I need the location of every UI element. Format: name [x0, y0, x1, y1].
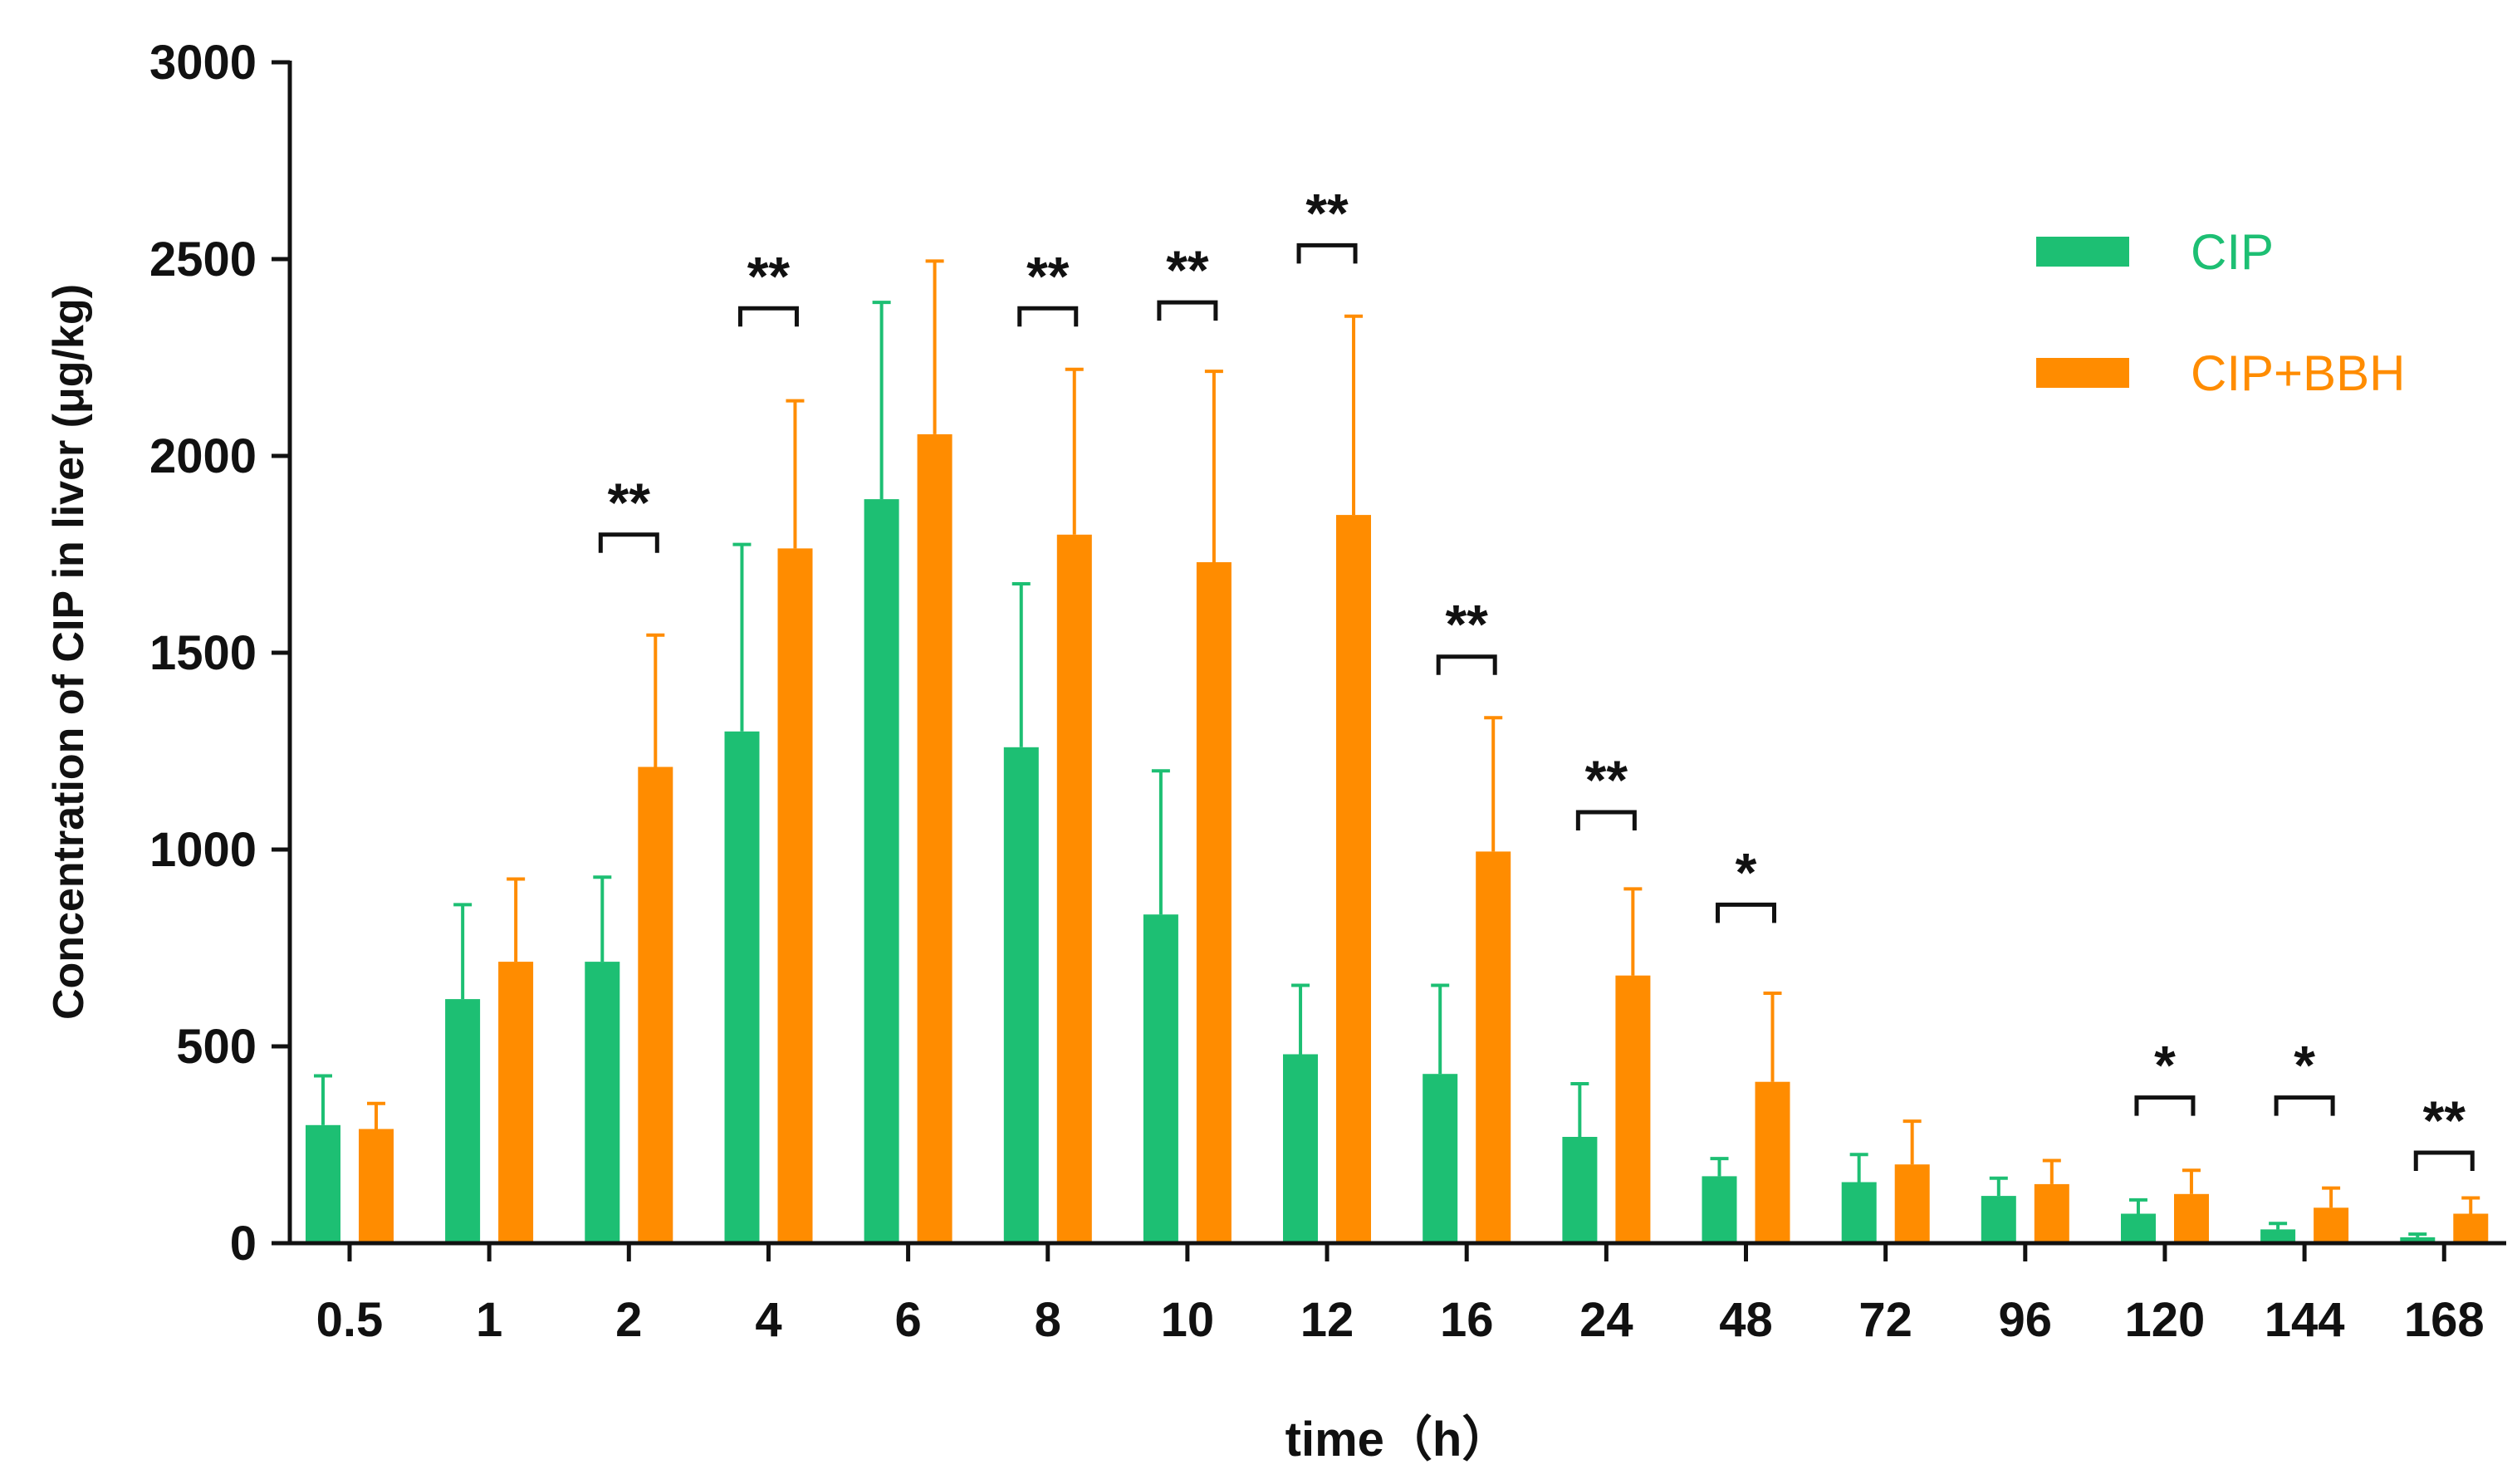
bar-cip-4: [724, 731, 760, 1243]
bar-cip-bbh-120: [2174, 1193, 2209, 1244]
bar-cip-144: [2260, 1229, 2296, 1243]
y-axis-label: Concentration of CIP in liver (μg/kg): [45, 284, 93, 1020]
x-tick-label-10: 10: [1161, 1293, 1215, 1347]
significance-label-120: *: [2154, 1035, 2176, 1096]
x-tick-label-1: 1: [476, 1293, 502, 1347]
significance-label-16: **: [1446, 594, 1489, 655]
significance-label-144: *: [2294, 1035, 2315, 1096]
x-tick-label-0.5: 0.5: [316, 1293, 384, 1347]
significance-bracket-12: [1296, 242, 1358, 264]
y-tick-label-2000: 2000: [149, 429, 257, 483]
bar-cip-bbh-24: [1615, 975, 1651, 1243]
bar-cip-10: [1143, 914, 1178, 1243]
significance-label-10: **: [1166, 239, 1209, 301]
significance-bracket-120: [2134, 1095, 2196, 1116]
legend-label-cip-bbh: CIP+BBH: [2191, 345, 2405, 401]
bar-cip-0.5: [306, 1124, 340, 1243]
y-tick-label-0: 0: [230, 1217, 257, 1271]
legend-label-cip: CIP: [2191, 224, 2274, 280]
y-tick-label-1000: 1000: [149, 823, 257, 877]
bar-cip-bbh-0.5: [359, 1129, 394, 1243]
y-tick-label-1500: 1500: [149, 626, 257, 680]
bar-cip-bbh-2: [638, 766, 673, 1243]
x-tick-label-12: 12: [1300, 1293, 1354, 1347]
significance-bracket-10: [1157, 300, 1218, 321]
bar-cip-24: [1562, 1137, 1598, 1243]
x-tick-label-144: 144: [2265, 1293, 2345, 1347]
legend-swatch-cip: [2036, 237, 2129, 267]
bar-cip-bbh-4: [777, 548, 813, 1243]
x-tick-label-120: 120: [2125, 1293, 2206, 1347]
bar-cip-bbh-16: [1476, 851, 1511, 1243]
bar-cip-bbh-144: [2314, 1207, 2349, 1243]
bar-cip-bbh-6: [917, 433, 952, 1243]
bar-cip-168: [2400, 1237, 2436, 1243]
significance-label-4: **: [747, 245, 791, 306]
bar-cip-6: [864, 499, 899, 1243]
bar-cip-16: [1423, 1074, 1458, 1243]
significance-label-24: **: [1585, 749, 1628, 811]
significance-bracket-16: [1436, 654, 1497, 675]
bar-cip-bbh-96: [2034, 1183, 2069, 1243]
x-tick-label-168: 168: [2404, 1293, 2485, 1347]
bar-cip-72: [1841, 1182, 1877, 1243]
x-tick-label-72: 72: [1858, 1293, 1912, 1347]
x-tick-label-2: 2: [615, 1293, 642, 1347]
bar-cip-bbh-8: [1056, 534, 1092, 1243]
bar-cip-bbh-168: [2453, 1213, 2489, 1243]
significance-bracket-168: [2413, 1150, 2475, 1171]
legend-swatch-cip-bbh: [2036, 358, 2129, 388]
bar-cip-bbh-72: [1894, 1164, 1930, 1243]
y-tick-label-500: 500: [176, 1020, 257, 1074]
significance-label-8: **: [1026, 245, 1070, 306]
bar-cip-bbh-1: [498, 962, 534, 1243]
bar-cip-bbh-48: [1755, 1081, 1790, 1243]
significance-label-12: **: [1305, 182, 1349, 243]
bar-cip-120: [2121, 1213, 2156, 1243]
x-tick-label-96: 96: [1999, 1293, 2053, 1347]
bar-cip-12: [1283, 1054, 1318, 1243]
significance-label-168: **: [2423, 1090, 2466, 1151]
significance-bracket-144: [2274, 1095, 2335, 1116]
bar-cip-8: [1003, 747, 1039, 1243]
bar-cip-2: [585, 962, 620, 1243]
significance-bracket-4: [737, 306, 799, 327]
significance-bracket-2: [598, 532, 659, 553]
x-tick-label-6: 6: [894, 1293, 921, 1347]
significance-bracket-8: [1017, 306, 1079, 327]
significance-bracket-24: [1575, 810, 1637, 830]
x-tick-label-8: 8: [1035, 1293, 1061, 1347]
significance-label-2: **: [608, 472, 651, 533]
x-tick-label-24: 24: [1579, 1293, 1633, 1347]
y-tick-label-3000: 3000: [149, 36, 257, 90]
bar-cip-bbh-12: [1336, 515, 1371, 1243]
significance-label-48: *: [1736, 841, 1757, 903]
x-axis-label: time（h）: [1285, 1413, 1511, 1467]
bar-cip-bbh-10: [1196, 562, 1232, 1243]
bar-cip-96: [1981, 1196, 2016, 1243]
bar-cip-1: [445, 999, 481, 1243]
x-tick-label-16: 16: [1440, 1293, 1494, 1347]
x-tick-label-48: 48: [1719, 1293, 1773, 1347]
y-tick-label-2500: 2500: [149, 233, 257, 287]
significance-bracket-48: [1716, 902, 1776, 923]
x-tick-label-4: 4: [755, 1293, 781, 1347]
bar-cip-48: [1702, 1176, 1737, 1243]
